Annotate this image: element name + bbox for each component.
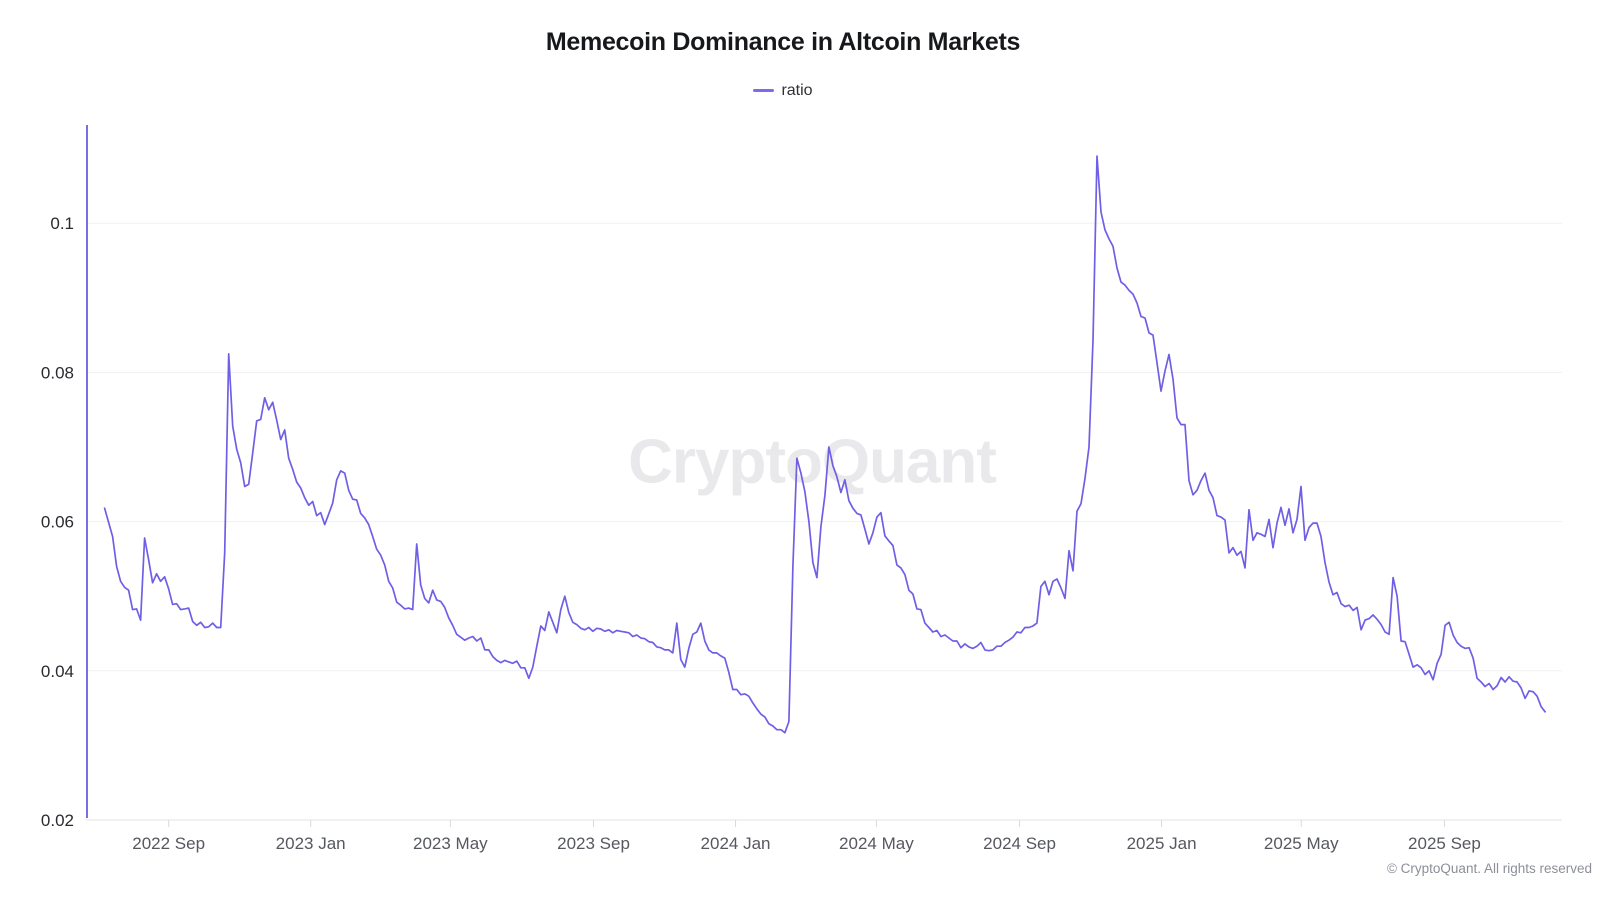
x-axis-label: 2023 Jan bbox=[276, 834, 346, 853]
ratio-line-series bbox=[103, 155, 1546, 734]
y-axis-label: 0.04 bbox=[41, 662, 74, 681]
x-axis-label: 2025 Sep bbox=[1408, 834, 1481, 853]
legend-line-swatch bbox=[753, 89, 775, 92]
x-axis-label: 2025 Jan bbox=[1127, 834, 1197, 853]
y-axis-label: 0.02 bbox=[41, 811, 74, 830]
x-axis-label: 2024 Sep bbox=[983, 834, 1056, 853]
copyright-attribution: © CryptoQuant. All rights reserved bbox=[1386, 861, 1592, 876]
x-axis-label: 2025 May bbox=[1264, 834, 1339, 853]
chart-title: Memecoin Dominance in Altcoin Markets bbox=[545, 28, 1021, 56]
x-axis-label: 2023 May bbox=[413, 834, 488, 853]
x-axis-label: 2024 Jan bbox=[701, 834, 771, 853]
y-axis-label: 0.08 bbox=[41, 363, 74, 382]
chart-legend: ratio bbox=[0, 79, 1566, 100]
x-axis-label: 2023 Sep bbox=[557, 834, 630, 853]
x-axis-label: 2024 May bbox=[839, 834, 914, 853]
x-axis-label: 2022 Sep bbox=[132, 834, 205, 853]
legend-series-label: ratio bbox=[781, 81, 813, 99]
y-axis-label: 0.06 bbox=[41, 513, 74, 532]
y-axis-label: 0.1 bbox=[50, 214, 74, 233]
